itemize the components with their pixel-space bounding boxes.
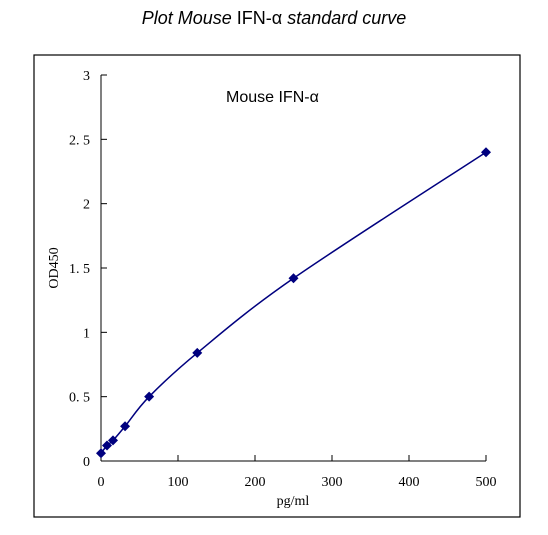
y-tick-label: 0	[83, 455, 90, 470]
x-tick-label: 300	[322, 475, 343, 490]
title-part-1: Plot Mouse	[141, 8, 237, 28]
x-axis-ticks: 0 100 200 300 400 500	[98, 455, 497, 490]
data-point	[102, 440, 113, 451]
data-point	[108, 435, 119, 446]
data-points	[96, 147, 491, 459]
y-tick-label: 1. 5	[69, 262, 90, 277]
chart-annotation: Mouse IFN-α	[226, 89, 319, 106]
y-axis-label: OD450	[47, 247, 62, 288]
y-tick-label: 0. 5	[69, 391, 90, 406]
y-tick-label: 2. 5	[69, 133, 90, 148]
data-point	[481, 147, 491, 158]
y-axis-ticks: 0 0. 5 1 1. 5 2 2. 5 3	[69, 69, 107, 470]
data-point	[192, 347, 203, 358]
x-tick-label: 400	[399, 475, 420, 490]
y-tick-label: 2	[83, 198, 90, 213]
x-tick-label: 100	[168, 475, 189, 490]
x-tick-label: 500	[476, 475, 497, 490]
data-point	[96, 448, 106, 459]
data-point	[120, 421, 131, 432]
data-point	[144, 391, 155, 402]
y-tick-label: 3	[83, 69, 90, 84]
x-tick-label: 200	[245, 475, 266, 490]
x-axis-label: pg/ml	[277, 494, 310, 509]
y-tick-label: 1	[83, 326, 90, 341]
x-tick-label: 0	[98, 475, 105, 490]
page-title: Plot Mouse IFN-α standard curve	[0, 8, 548, 29]
title-part-3: standard curve	[282, 8, 407, 28]
data-point	[288, 273, 299, 284]
title-part-2: IFN-α	[236, 8, 283, 28]
